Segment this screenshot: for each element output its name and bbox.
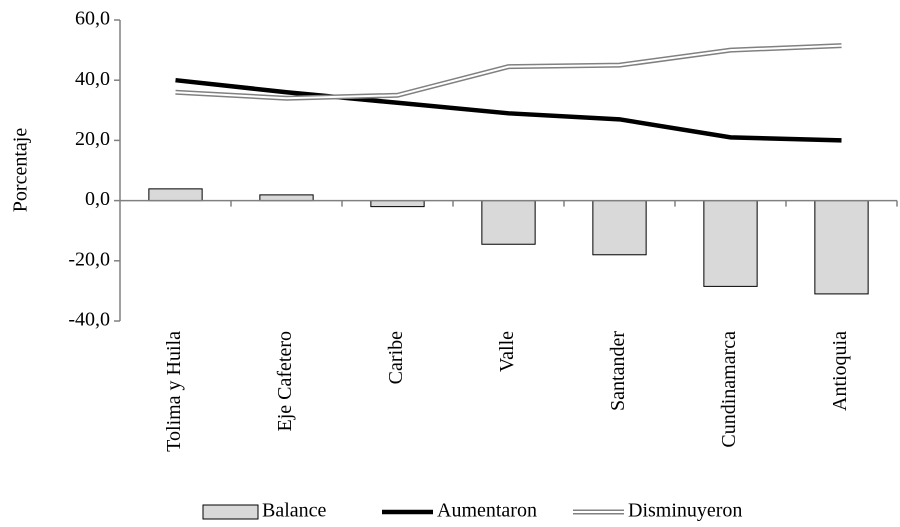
- y-tick-label: 20,0: [75, 128, 110, 150]
- bar: [814, 200, 869, 295]
- legend-label: Balance: [262, 500, 327, 522]
- x-tick-label: Eje Cafetero: [274, 331, 296, 432]
- x-tick-label: Tolima y Huila: [163, 331, 185, 452]
- bar: [370, 200, 425, 208]
- y-axis-label: Porcentaje: [10, 128, 32, 213]
- x-tick-label: Valle: [496, 331, 518, 372]
- y-tick-label: -40,0: [68, 309, 110, 331]
- line-inner: [175, 44, 842, 100]
- bar: [481, 200, 536, 245]
- x-tick-label: Santander: [607, 331, 629, 411]
- bar: [703, 200, 758, 287]
- bar: [592, 200, 647, 256]
- x-tick-label: Cundinamarca: [718, 331, 740, 448]
- y-tick-label: 60,0: [75, 8, 110, 30]
- y-tick-label: 40,0: [75, 68, 110, 90]
- y-tick-label: -20,0: [68, 248, 110, 270]
- bar: [259, 194, 314, 202]
- y-tick-label: 0,0: [85, 188, 110, 210]
- x-tick-label: Antioquia: [829, 331, 851, 411]
- legend-label: Disminuyeron: [628, 500, 742, 522]
- bar: [148, 188, 203, 202]
- legend-label: Aumentaron: [437, 500, 537, 522]
- x-tick-label: Caribe: [385, 331, 407, 384]
- legend-swatch: [202, 504, 259, 520]
- line: [175, 77, 842, 143]
